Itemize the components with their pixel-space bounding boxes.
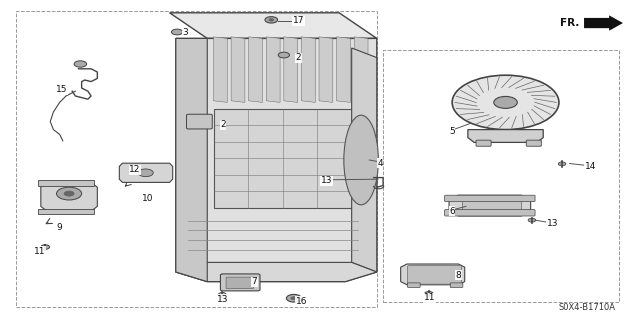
Circle shape (41, 245, 50, 249)
Text: 5: 5 (449, 127, 455, 136)
FancyBboxPatch shape (445, 195, 535, 202)
Text: 2: 2 (220, 120, 225, 129)
Circle shape (64, 191, 74, 196)
Polygon shape (319, 37, 333, 102)
FancyBboxPatch shape (462, 198, 521, 214)
Circle shape (265, 17, 278, 23)
FancyBboxPatch shape (526, 140, 541, 146)
FancyBboxPatch shape (214, 109, 352, 208)
Circle shape (219, 292, 226, 296)
Circle shape (528, 218, 536, 222)
Text: 6: 6 (449, 207, 455, 216)
Text: S0X4-B1710A: S0X4-B1710A (558, 303, 615, 312)
FancyBboxPatch shape (220, 274, 260, 291)
FancyBboxPatch shape (476, 140, 491, 146)
Text: 17: 17 (293, 16, 304, 25)
FancyArrow shape (584, 15, 623, 31)
Text: 9: 9 (57, 223, 63, 232)
Polygon shape (354, 37, 368, 102)
Text: FR.: FR. (560, 18, 579, 28)
Polygon shape (176, 38, 207, 282)
FancyBboxPatch shape (38, 209, 94, 214)
Text: 13: 13 (547, 220, 558, 228)
Polygon shape (284, 37, 298, 102)
Circle shape (171, 29, 183, 35)
Text: 13: 13 (217, 295, 229, 304)
Ellipse shape (344, 115, 378, 205)
Polygon shape (176, 38, 377, 282)
FancyBboxPatch shape (408, 283, 420, 287)
Circle shape (269, 19, 274, 21)
Ellipse shape (452, 75, 559, 130)
Polygon shape (170, 13, 377, 38)
Text: 15: 15 (56, 85, 67, 94)
Circle shape (286, 294, 301, 302)
Text: 14: 14 (585, 162, 596, 171)
FancyBboxPatch shape (408, 266, 462, 284)
Text: 4: 4 (377, 159, 382, 168)
Circle shape (494, 96, 517, 108)
Text: 3: 3 (182, 28, 188, 36)
Polygon shape (301, 37, 315, 102)
Polygon shape (231, 37, 245, 102)
FancyBboxPatch shape (445, 210, 535, 216)
Polygon shape (119, 163, 173, 182)
Text: 11: 11 (34, 247, 45, 256)
Text: 2: 2 (296, 53, 301, 62)
Circle shape (425, 292, 433, 296)
Circle shape (278, 52, 290, 58)
Text: 7: 7 (251, 277, 257, 286)
Circle shape (558, 162, 566, 166)
FancyBboxPatch shape (38, 180, 94, 186)
Circle shape (74, 61, 87, 67)
Circle shape (138, 169, 153, 177)
Circle shape (57, 187, 82, 200)
Polygon shape (337, 37, 350, 102)
Text: 16: 16 (296, 297, 307, 306)
FancyBboxPatch shape (187, 114, 212, 129)
Circle shape (291, 297, 297, 300)
Text: 8: 8 (455, 271, 462, 280)
Polygon shape (41, 182, 97, 211)
Polygon shape (468, 130, 543, 142)
Text: 10: 10 (142, 194, 153, 203)
Text: 13: 13 (321, 176, 332, 185)
Polygon shape (449, 195, 531, 216)
Text: 11: 11 (425, 293, 436, 302)
Polygon shape (352, 48, 377, 272)
FancyBboxPatch shape (450, 283, 463, 287)
Polygon shape (214, 37, 227, 102)
Polygon shape (401, 264, 465, 285)
FancyBboxPatch shape (226, 277, 254, 289)
Text: 12: 12 (129, 165, 141, 174)
Polygon shape (176, 262, 377, 282)
Polygon shape (266, 37, 280, 102)
Polygon shape (249, 37, 263, 102)
